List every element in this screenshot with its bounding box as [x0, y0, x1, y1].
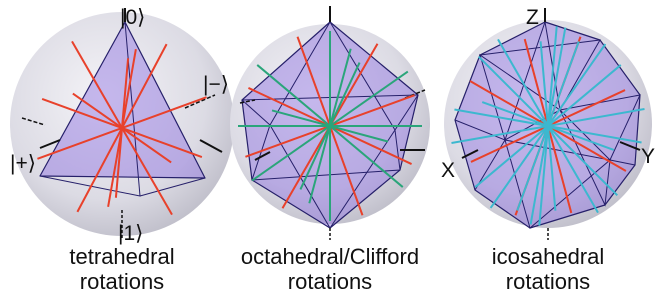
caption: octahedral/Clifford	[241, 244, 419, 269]
caption: rotations	[80, 269, 164, 294]
icosahedral-sphere: Z X Y	[441, 6, 655, 240]
state-label: |0⟩	[120, 6, 145, 29]
axis-label: X	[441, 159, 455, 182]
axis-label: Z	[526, 6, 539, 29]
caption: rotations	[288, 269, 372, 294]
state-label: |−⟩	[203, 73, 229, 96]
state-label: |+⟩	[10, 152, 36, 175]
tetrahedral-sphere: |0⟩ |−⟩ |+⟩ |1⟩	[10, 6, 234, 245]
axis-label: Y	[641, 145, 655, 168]
octahedral-sphere	[230, 6, 430, 240]
caption: rotations	[506, 269, 590, 294]
caption: icosahedral	[492, 244, 605, 269]
state-label: |1⟩	[118, 222, 143, 245]
caption: tetrahedral	[69, 244, 174, 269]
figure: |0⟩ |−⟩ |+⟩ |1⟩ Z X Y tetrahedral r	[0, 0, 664, 295]
